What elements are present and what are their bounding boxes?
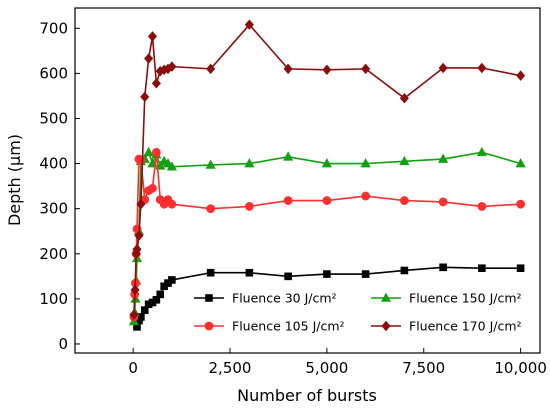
series-2-point [244,158,255,168]
series-2-point [360,158,371,168]
plot-layer: 0 100 200 300 400 500 600 700 0 2,500 5,000 7,500 10… [39,19,547,377]
series-3-point [516,199,526,209]
series-4-point [132,244,142,255]
series-3-point [283,196,293,205]
legend-marker-3 [204,321,214,331]
y-tick-label: 0 [58,335,68,353]
y-tick-label: 200 [39,245,68,263]
series-1-point [245,268,254,277]
series-2-point [399,155,410,166]
series-1-point [400,266,409,275]
series-4-point [134,230,144,241]
series-2-point [205,159,216,169]
y-tick-label: 100 [39,290,68,308]
x-tick-label: 5,000 [305,359,348,377]
y-tick-label: 500 [39,109,68,127]
series-1-point [439,263,447,272]
series-2-point [515,158,526,168]
series-4-point [477,62,487,74]
series-4-point [516,70,526,81]
series-1-point [168,276,176,284]
series-4-point [147,31,158,42]
y-tick-label: 400 [39,155,68,173]
series-3-point [244,202,254,211]
legend-label-1: Fluence 30 J/cm² [232,291,337,306]
series-1-point [284,272,292,281]
series-4-point [167,61,177,72]
series-2-point [143,146,154,157]
series-4-point [140,91,150,103]
series-1-point [478,264,486,273]
x-tick-label: 7,500 [402,359,445,377]
series-4-point [151,78,161,89]
series-4-point [283,63,293,75]
legend-marker-4 [381,320,391,332]
series-4-point [144,53,154,64]
legend-marker-1 [205,294,213,302]
series-3-point [438,197,448,207]
series-3-point [136,155,146,165]
series-2-point [438,153,449,163]
legend-marker-2 [380,292,392,302]
legend-label-4: Fluence 170 J/cm² [409,319,522,334]
series-1-point [206,268,215,277]
x-tick-label: 2,500 [209,359,252,377]
series-3-point [399,196,409,205]
series-1-point [516,264,525,273]
series-3-point [151,147,161,157]
series-3-point [167,199,177,209]
series-1-point [361,270,370,278]
series-4-point [322,64,332,75]
series-2-point [283,151,294,161]
y-tick-label: 700 [39,19,68,37]
series-4-point [206,63,216,75]
y-tick-label: 300 [39,200,68,218]
series-4-point [129,309,139,320]
y-axis-title: Depth (µm) [5,134,24,226]
series-4-point [361,63,371,75]
x-tick-label: 10,000 [494,359,547,377]
legend-label-3: Fluence 105 J/cm² [232,319,345,334]
series-3-point [322,196,332,205]
y-tick-label: 600 [39,64,68,82]
series-2-point [476,146,487,157]
series-4-point [438,62,448,74]
series-4-point [136,198,146,210]
series-2-point [166,161,177,171]
series-4-point [244,19,254,30]
legend: Fluence 30 J/cm² Fluence 150 J/cm² Fluence… [194,291,522,334]
series-3-point [361,191,371,201]
series-1-point [140,306,149,314]
x-tick-label: 0 [128,359,138,377]
series-3-point [477,202,487,211]
plot-frame [74,7,541,354]
series-1-point [156,290,165,299]
series-1-point [152,295,161,304]
series-3-point [206,204,216,214]
series-4-point [130,284,140,296]
x-axis-title: Number of bursts [237,386,377,405]
legend-label-2: Fluence 150 J/cm² [409,291,522,306]
series-3-point [148,183,157,193]
series-4-point [399,92,409,104]
series-1-point [323,270,331,278]
series-2-point [321,158,332,168]
